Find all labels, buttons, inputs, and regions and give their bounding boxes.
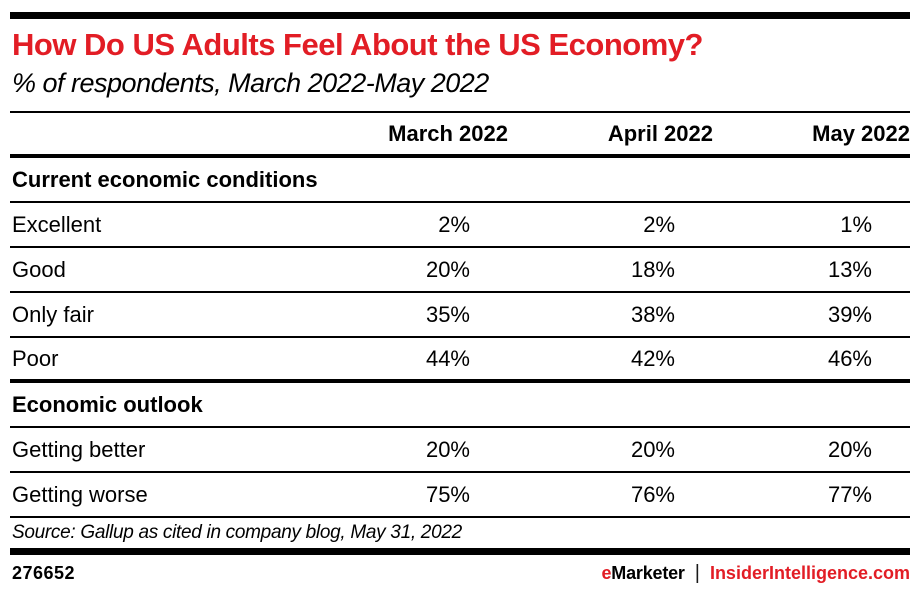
cell-value: 76% bbox=[630, 481, 675, 507]
row-label: Excellent bbox=[12, 211, 102, 237]
cell-value: 20% bbox=[425, 436, 470, 462]
table-row: Excellent 2% 2% 1% bbox=[10, 203, 910, 248]
data-table: March 2022 April 2022 May 2022 Current e… bbox=[10, 111, 910, 518]
section-header-current-conditions: Current economic conditions bbox=[12, 166, 318, 192]
brand-area: eMarketer | InsiderIntelligence.com bbox=[601, 562, 910, 585]
cell-value: 42% bbox=[630, 345, 675, 371]
insider-intelligence-link[interactable]: InsiderIntelligence.com bbox=[709, 563, 910, 583]
emarketer-rest: Marketer bbox=[611, 563, 685, 583]
footer: 276652 eMarketer | InsiderIntelligence.c… bbox=[10, 555, 910, 592]
emarketer-wordmark: eMarketer bbox=[601, 563, 684, 584]
bottom-rule-bar bbox=[10, 548, 910, 555]
cell-value: 20% bbox=[425, 256, 470, 282]
chart-id: 276652 bbox=[12, 563, 76, 583]
emarketer-e: e bbox=[601, 563, 612, 583]
table-row: Good 20% 18% 13% bbox=[10, 248, 910, 293]
column-header-may-2022: May 2022 bbox=[812, 120, 910, 146]
row-label: Getting better bbox=[12, 436, 146, 462]
cell-value: 13% bbox=[827, 256, 872, 282]
cell-value: 20% bbox=[630, 436, 675, 462]
cell-value: 38% bbox=[630, 301, 675, 327]
row-label: Only fair bbox=[12, 301, 94, 327]
section-header-row: Economic outlook bbox=[10, 383, 910, 428]
column-header-april-2022: April 2022 bbox=[607, 120, 713, 146]
cell-value: 1% bbox=[840, 211, 872, 237]
column-header-march-2022: March 2022 bbox=[388, 120, 508, 146]
cell-value: 75% bbox=[425, 481, 470, 507]
section-header-row: Current economic conditions bbox=[10, 158, 910, 203]
table-row: Only fair 35% 38% 39% bbox=[10, 293, 910, 338]
cell-value: 39% bbox=[827, 301, 872, 327]
cell-value: 44% bbox=[425, 345, 470, 371]
section-header-economic-outlook: Economic outlook bbox=[12, 391, 203, 417]
brand-separator: | bbox=[694, 562, 700, 584]
cell-value: 77% bbox=[827, 481, 872, 507]
cell-value: 35% bbox=[425, 301, 470, 327]
row-label: Poor bbox=[12, 345, 59, 371]
cell-value: 18% bbox=[630, 256, 675, 282]
table-row: Getting better 20% 20% 20% bbox=[10, 428, 910, 473]
cell-value: 46% bbox=[827, 345, 872, 371]
table-header-row: March 2022 April 2022 May 2022 bbox=[10, 113, 910, 158]
row-label: Good bbox=[12, 256, 66, 282]
cell-value: 20% bbox=[827, 436, 872, 462]
page-subtitle: % of respondents, March 2022-May 2022 bbox=[12, 68, 489, 98]
top-rule-bar bbox=[10, 12, 910, 19]
table-row: Getting worse 75% 76% 77% bbox=[10, 473, 910, 518]
cell-value: 2% bbox=[438, 211, 470, 237]
cell-value: 2% bbox=[643, 211, 675, 237]
table-row: Poor 44% 42% 46% bbox=[10, 338, 910, 383]
source-note: Source: Gallup as cited in company blog,… bbox=[12, 522, 462, 543]
row-label: Getting worse bbox=[12, 481, 148, 507]
page-title: How Do US Adults Feel About the US Econo… bbox=[12, 27, 703, 62]
